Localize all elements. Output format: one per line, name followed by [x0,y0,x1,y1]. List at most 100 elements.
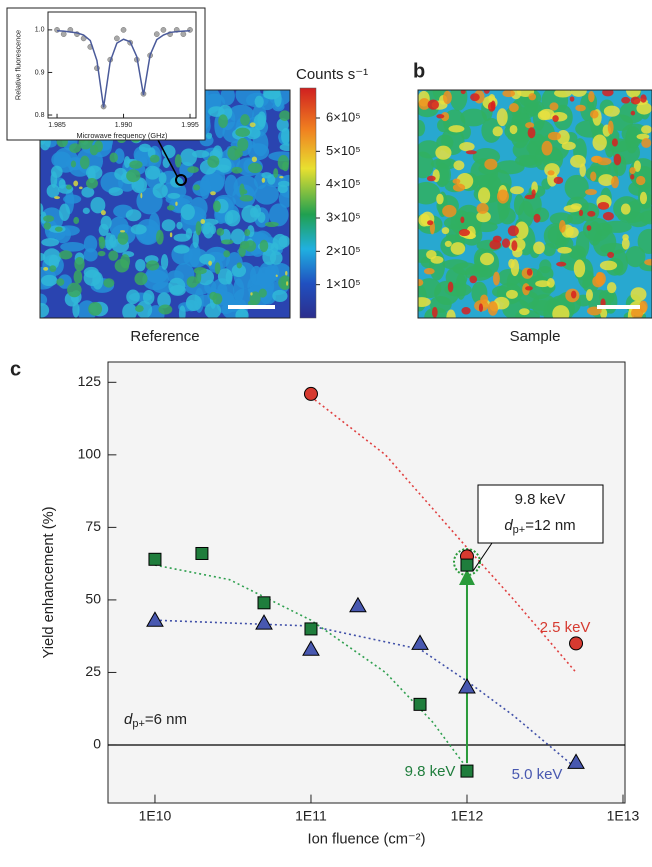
heat-blob [279,143,290,152]
heat-blob [186,276,199,288]
heat-blob [126,289,140,305]
heat-blob [452,183,466,192]
heat-blob [442,90,452,105]
heat-blob [81,186,95,198]
heat-blob [460,108,487,127]
heat-blob [259,239,269,253]
heat-blob [173,245,190,254]
heat-blob [460,90,466,95]
heat-blob [74,256,85,272]
heat-blob [152,183,168,199]
heat-blob [149,154,160,163]
heat-blob [556,261,567,267]
inset-chart: 1.985 1.990 1.995 0.8 0.9 1.0 Microwave freque… [14,11,199,140]
heat-blob [251,156,258,163]
heat-blob [158,304,173,315]
heat-blob [169,232,173,238]
heat-blob [145,260,160,271]
data-point [54,27,60,33]
heat-blob [272,289,288,303]
heat-blob [458,229,470,237]
heat-blob [231,264,247,278]
y-tick-label: 0.9 [35,69,45,76]
colorbar-tick-label: 5×10⁵ [326,143,361,158]
heat-blob [41,238,60,247]
heat-blob [641,125,652,134]
heat-blob [193,184,201,191]
heat-blob [210,191,216,196]
heat-blob [552,305,570,318]
heat-blob [136,300,153,318]
heat-blob [479,252,495,266]
heat-blob [239,240,250,250]
heat-blob [129,160,143,169]
heat-blob [625,246,646,268]
heat-blob [83,235,98,253]
heat-blob [235,90,261,106]
heat-blob [423,268,435,275]
heat-blob [476,211,491,223]
heat-blob [72,302,80,318]
heat-blob [223,250,231,258]
x-axis-label: Microwave frequency (GHz) [76,131,167,140]
heat-blob [561,141,576,151]
heat-blob [281,275,288,290]
heat-blob [268,203,289,227]
y-tick-label: 0 [93,736,101,752]
heat-blob [235,308,249,318]
marker-circle [303,386,318,401]
heat-blob [611,175,619,189]
marker-square [257,596,271,610]
heat-blob [156,229,164,245]
heat-blob [88,301,103,316]
heat-blob [602,211,614,221]
heat-blob [193,267,207,275]
heat-blob [200,218,206,225]
heat-blob [253,204,262,218]
heat-blob [192,230,199,249]
heat-blob [168,277,186,295]
heat-blob [435,145,452,160]
heat-blob [43,266,49,271]
heat-blob [214,262,221,275]
heat-blob [138,143,151,153]
heat-blob [126,169,141,183]
heat-blob [542,243,556,257]
colorbar-tick-label: 1×10⁵ [326,276,361,291]
heat-blob [607,251,615,259]
image-caption: Reference [130,328,199,345]
heat-blob [476,203,489,214]
heat-blob [588,90,595,103]
heat-blob [513,194,525,216]
heat-blob [498,207,516,225]
heat-blob [481,117,502,143]
heat-blob [531,294,557,316]
heat-blob [582,217,611,242]
heat-blob [109,152,118,163]
heat-blob [455,272,467,300]
colorbar-tick-label: 6×10⁵ [326,109,361,124]
marker-square [460,558,474,572]
heat-blob [502,90,515,98]
heat-blob [639,210,652,225]
heat-blob [185,228,193,240]
heat-blob [554,90,572,98]
heat-blob [431,306,438,318]
marker-triangle [458,677,476,694]
heat-blob [625,126,642,149]
heat-blob [625,90,641,98]
heat-blob [586,225,592,231]
heat-blob [239,195,254,202]
marker-triangle [567,753,585,769]
heat-blob [621,96,631,104]
heat-blob [525,122,535,129]
heat-blob [571,290,577,299]
heat-blob [435,163,451,186]
image-frame [417,89,652,319]
heat-blob [254,95,264,108]
heat-blob [73,216,80,225]
heat-blob [114,259,130,273]
heat-blob [89,144,99,156]
colorbar-tick-label: 4×10⁵ [326,176,361,191]
